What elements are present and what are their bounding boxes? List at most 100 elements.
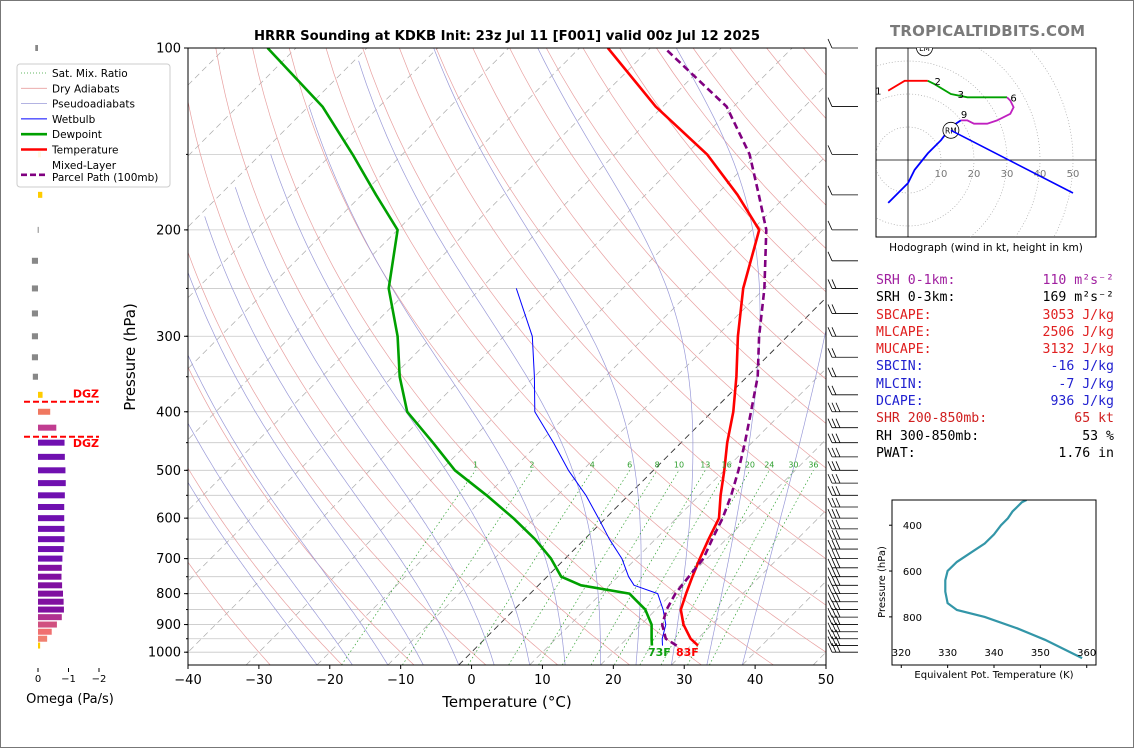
legend-label: Wetbulb — [52, 114, 96, 126]
wind-barb — [827, 385, 858, 396]
barb-flag — [831, 643, 837, 653]
pseudoadiabat — [188, 422, 353, 665]
barb-flag — [827, 385, 833, 395]
mixing-ratio-line — [613, 470, 727, 665]
index-row: MLCIN: -7 J/kg — [876, 376, 1126, 393]
pseudoadiabat — [537, 48, 694, 665]
index-row: SRH 0-3km: 169 m²s⁻² — [876, 289, 1126, 306]
barb-flag — [835, 473, 841, 484]
barb-flag — [831, 402, 837, 412]
omega-bar — [38, 642, 41, 649]
indices-table: SRH 0-1km: 110 m²s⁻² SRH 0-3km: 169 m²s⁻² SB… — [876, 272, 1126, 462]
barb-flag — [827, 402, 833, 412]
barb-flag — [827, 508, 833, 519]
omega-bar — [38, 439, 65, 446]
index-value: -7 J/kg — [1058, 376, 1114, 392]
wind-barb — [827, 447, 858, 458]
isotherm-line — [387, 226, 826, 665]
hodograph-ring-label: 20 — [968, 169, 981, 180]
pseudoadiabat — [675, 48, 761, 665]
theta-e-x-tick-label: 350 — [1031, 648, 1050, 659]
sfc-temp-label: 83F — [676, 646, 699, 659]
barb-flag — [835, 592, 841, 602]
barb-flag — [831, 497, 837, 508]
barb-flag — [831, 418, 837, 428]
hodograph-height-label: 3 — [958, 90, 964, 101]
mixing-ratio-line — [341, 470, 476, 665]
barb-flag — [827, 220, 833, 231]
barb-flag — [835, 418, 841, 428]
wind-barb — [827, 304, 858, 314]
barb-flag — [827, 607, 833, 618]
wind-barb — [827, 629, 858, 640]
x-tick-label: −40 — [174, 673, 201, 688]
barb-flag — [831, 529, 837, 540]
barb-flag — [827, 497, 833, 508]
hodograph-vector — [950, 129, 1074, 194]
y-tick-label: 700 — [156, 552, 181, 567]
index-label: RH 300-850mb: — [876, 428, 980, 444]
hodograph-height-label: 2 — [935, 77, 941, 88]
barb-flag — [831, 600, 837, 610]
barb-flag — [827, 251, 833, 261]
barb-flag — [827, 38, 833, 49]
barb-flag — [835, 539, 841, 550]
theta-e-x-tick-label: 360 — [1077, 648, 1096, 659]
x-tick-label: 30 — [676, 673, 693, 688]
legend-label: Parcel Path (100mb) — [52, 172, 158, 184]
index-label: SBCAPE: — [876, 307, 932, 323]
hodograph-trace — [927, 79, 1007, 99]
barb-flag — [827, 529, 833, 540]
barb-flag — [827, 558, 833, 568]
omega-tick-label: 0 — [35, 674, 41, 685]
barb-flag — [827, 643, 833, 653]
barb-flag — [835, 600, 841, 610]
mixing-ratio-line — [508, 470, 630, 665]
barb-flag — [835, 558, 841, 568]
barb-flag — [831, 348, 837, 358]
index-value: 53 % — [1082, 428, 1114, 444]
barb-flag — [831, 549, 837, 559]
pseudoadiabat — [741, 328, 826, 665]
barb-flag — [831, 279, 837, 289]
omega-bar — [38, 621, 57, 628]
wind-barb — [827, 433, 858, 444]
index-label: MLCAPE: — [876, 324, 932, 340]
barb-flag — [831, 539, 837, 550]
wind-barb — [827, 348, 858, 358]
omega-bar — [38, 606, 64, 613]
index-row: PWAT: 1.76 in — [876, 445, 1126, 462]
barb-flag — [827, 567, 833, 577]
barb-flag — [827, 367, 833, 377]
theta-e-x-tick-label: 340 — [984, 648, 1003, 659]
pseudoadiabat — [204, 216, 460, 665]
hodograph-ring-label: 30 — [1001, 169, 1014, 180]
omega-bar — [38, 582, 63, 589]
index-label: SHR 200-850mb: — [876, 411, 988, 427]
legend: Sat. Mix. Ratio Dry Adiabats Pseudoadiabat… — [16, 63, 171, 188]
sfc-dewpoint-label: 73F — [648, 646, 671, 659]
barb-flag — [835, 529, 841, 540]
index-row: SBCIN: -16 J/kg — [876, 358, 1126, 375]
x-tick-label: −20 — [316, 673, 343, 688]
barb-flag — [831, 473, 837, 484]
hodograph-ring — [876, 93, 975, 227]
y-tick-label: 1000 — [148, 646, 181, 661]
dgz-label: DGZ — [73, 437, 99, 450]
barb-flag — [831, 433, 837, 443]
index-value: 2506 J/kg — [1042, 324, 1114, 340]
mixing-ratio-label: 36 — [808, 460, 818, 469]
barb-flag — [827, 600, 833, 610]
pseudoadiabat — [234, 187, 495, 665]
barb-flag — [827, 185, 833, 196]
barb-flag — [831, 447, 837, 458]
wind-barb — [827, 251, 858, 262]
dry-adiabat — [188, 99, 559, 665]
omega-tick-label: −1 — [61, 674, 76, 685]
omega-bar — [38, 503, 65, 510]
x-tick-label: 50 — [818, 673, 835, 688]
omega-bar — [31, 257, 38, 264]
isotherm-line — [188, 48, 793, 653]
wind-barb — [827, 418, 858, 429]
barb-flag — [831, 385, 837, 395]
